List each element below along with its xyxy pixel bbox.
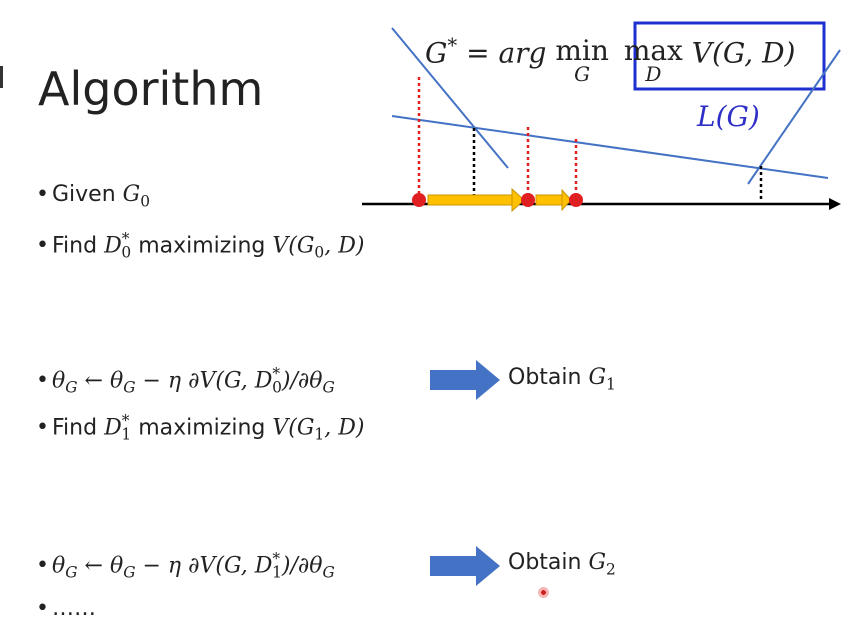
bullet-find-d0: • Find D*0 maximizing V(G0, D) [36,230,364,262]
obtain-g1: Obtain G1 [508,365,616,393]
formula-v: V(G, D) [691,36,796,70]
formula-max-sub: D [645,62,662,86]
bullet-text: Given [52,182,123,207]
math-sup: * [121,412,130,430]
math-d: D [104,233,122,259]
line-shallow [391,115,829,179]
orange-arrow-2-shaft [535,194,563,206]
math-g: G [122,182,141,207]
line-steep-right [747,49,841,185]
math-theta: θ [52,553,66,579]
orange-arrow-1-head [511,187,525,213]
math-sub: G [65,378,78,397]
bullet-mark: • [36,596,49,621]
bullet-text: maximizing [131,233,273,259]
math-sub: G [123,563,136,582]
formula-star: * [447,34,458,57]
x-axis-arrowhead [829,198,841,210]
math-sup: * [121,230,130,248]
orange-arrow-2-head [561,188,572,212]
math-sup: * [272,365,281,383]
math-sub: 1 [314,425,325,444]
bullet-mark: • [36,368,49,394]
obtain-g2: Obtain G2 [508,550,616,578]
math-expr: , D) [324,415,365,441]
bullet-update-2: • θG ← θG − η ∂V(G, D*1)/∂θG [36,550,335,582]
math-sub: 2 [606,560,616,579]
math-sub: G [65,563,78,582]
bullet-find-d1: • Find D*1 maximizing V(G1, D) [36,412,364,444]
bullet-update-1: • θG ← θG − η ∂V(G, D*0)/∂θG [36,365,335,397]
bullet-text: Find [52,415,105,441]
bullet-text: Find [52,233,105,259]
blue-arrow-2 [430,546,500,586]
red-dot-2 [521,193,535,207]
math-sup: * [272,550,281,568]
math-sub: 1 [606,375,616,394]
bullet-text: maximizing [131,415,273,441]
math-gradient: )/∂θ [281,368,323,394]
formula-max-text: max [623,34,683,67]
bullet-text: …… [52,596,96,621]
formula-max: max D [623,34,683,86]
math-sub: 0 [121,243,132,262]
bullet-mark: • [36,553,49,579]
obtain-text: Obtain [508,550,589,575]
math-d: D [104,415,122,441]
math-sub: 1 [121,425,132,444]
math-arrow: ← [77,553,110,579]
math-sub: G [322,563,335,582]
math-expr: V(G [272,233,315,259]
math-sub: G [123,378,136,397]
formula-min: min G [555,34,609,86]
math-expr: , D) [324,233,365,259]
red-dot-1 [412,193,426,207]
line-steep-left [391,27,509,169]
formula-min-sub: G [574,62,591,86]
max-box [633,21,826,91]
math-theta: θ [52,368,66,394]
math-gradient: − η ∂V(G, D [135,368,273,394]
slide-edge-marker [0,66,3,88]
math-sub: 0 [140,192,151,211]
math-arrow: ← [77,368,110,394]
bullet-mark: • [36,233,49,259]
mouse-cursor-highlight [538,587,549,598]
bullet-mark: • [36,415,49,441]
bullet-mark: • [36,182,49,207]
math-sub: 0 [314,243,325,262]
slide-title: Algorithm [38,62,264,116]
curve-label: L(G) [697,100,760,133]
math-expr: V(G [272,415,315,441]
formula-equals: = [457,36,499,70]
math-sub: 1 [272,563,282,582]
formula-g: G [425,36,448,70]
math-gradient: − η ∂V(G, D [135,553,273,579]
math-gradient: )/∂θ [281,553,323,579]
math-theta: θ [109,553,124,579]
math-theta: θ [109,368,124,394]
formula-min-text: min [555,34,609,67]
red-dot-3 [569,193,583,207]
math-sub: G [322,378,335,397]
math-g: G [588,365,607,390]
bullet-ellipsis: •…… [36,596,96,621]
objective-formula: G* = arg min G max D V(G, D) [425,34,796,86]
blue-arrow-1 [430,360,500,400]
math-g: G [588,550,607,575]
orange-arrow-1-shaft [427,194,513,206]
math-sub: 0 [272,378,282,397]
obtain-text: Obtain [508,365,589,390]
formula-arg: arg [498,36,547,70]
bullet-given: • Given G0 [36,182,150,210]
